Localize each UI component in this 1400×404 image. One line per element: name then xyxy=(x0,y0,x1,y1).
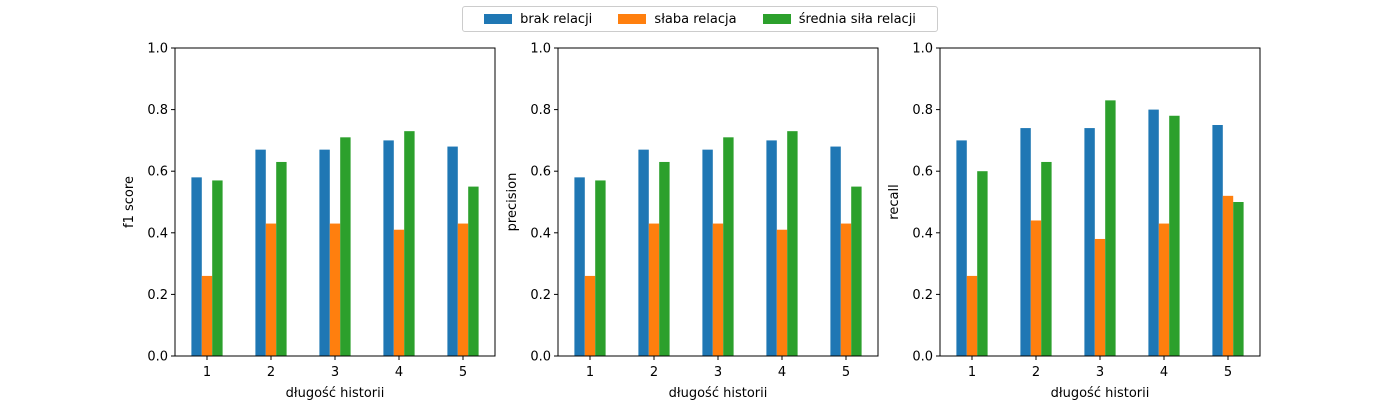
y-tick-label: 0.4 xyxy=(530,226,551,241)
y-tick-label: 0.0 xyxy=(912,350,933,365)
bar xyxy=(1222,195,1234,356)
x-axis-label: długość historii xyxy=(1051,386,1150,400)
y-tick-label: 0.2 xyxy=(530,288,551,303)
y-tick-label: 0.0 xyxy=(530,350,551,365)
x-tick-label: 2 xyxy=(650,365,658,380)
legend-label: słaba relacja xyxy=(654,11,737,27)
bar xyxy=(956,140,967,356)
bar xyxy=(840,223,852,356)
x-tick-label: 4 xyxy=(1160,365,1168,380)
x-axis-label: długość historii xyxy=(286,386,385,400)
legend-swatch-orange xyxy=(618,14,647,24)
bar xyxy=(851,186,862,356)
legend-swatch-blue xyxy=(484,14,513,24)
legend-item-brak-relacji: brak relacji xyxy=(484,12,592,27)
bar xyxy=(447,146,458,356)
bar xyxy=(712,223,724,356)
x-tick-label: 5 xyxy=(459,365,467,380)
y-axis-label: recall xyxy=(887,184,902,219)
legend-label: średnia siła relacji xyxy=(798,11,916,27)
bar xyxy=(265,223,277,356)
x-tick-label: 5 xyxy=(842,365,850,380)
bar xyxy=(977,171,988,356)
x-tick-label: 5 xyxy=(1224,365,1232,380)
bar xyxy=(276,161,287,356)
y-axis-label: precision xyxy=(505,173,520,232)
y-tick-label: 0.0 xyxy=(147,350,168,365)
subplot-3: 0.0 0.2 0.4 0.6 0.8 1.0 1 2 3 4 5 długość historii r… xyxy=(887,42,1261,401)
subplot-1: 0.0 0.2 0.4 0.6 0.8 1.0 1 2 3 4 5 długość historii f… xyxy=(122,42,496,401)
y-tick-label: 0.4 xyxy=(912,226,933,241)
y-tick-label: 0.6 xyxy=(147,165,168,180)
bar xyxy=(319,149,330,356)
bar xyxy=(1233,202,1244,356)
bar xyxy=(191,177,202,356)
x-tick-label: 1 xyxy=(203,365,211,380)
bar xyxy=(830,146,841,356)
bar xyxy=(393,229,405,356)
x-tick-label: 3 xyxy=(714,365,722,380)
bar xyxy=(766,140,777,356)
bar xyxy=(648,223,660,356)
x-tick-label: 3 xyxy=(1096,365,1104,380)
y-tick-label: 1.0 xyxy=(912,42,933,57)
y-tick-label: 0.6 xyxy=(530,165,551,180)
y-tick-label: 0.6 xyxy=(912,165,933,180)
x-tick-label: 3 xyxy=(331,365,339,380)
y-tick-label: 1.0 xyxy=(147,42,168,57)
bar xyxy=(574,177,585,356)
bar xyxy=(723,137,734,356)
legend: brak relacji słaba relacja średnia siła … xyxy=(462,6,938,32)
x-tick-label: 2 xyxy=(267,365,275,380)
bar xyxy=(329,223,341,356)
y-tick-label: 0.2 xyxy=(912,288,933,303)
y-tick-label: 0.8 xyxy=(912,103,933,118)
bar xyxy=(1105,100,1116,356)
subplot-2: 0.0 0.2 0.4 0.6 0.8 1.0 1 2 3 4 5 długość historii p… xyxy=(505,42,879,401)
y-tick-label: 0.8 xyxy=(147,103,168,118)
bar xyxy=(702,149,713,356)
bar xyxy=(383,140,394,356)
bar xyxy=(776,229,788,356)
bar xyxy=(1084,128,1095,356)
bar xyxy=(468,186,479,356)
x-tick-label: 1 xyxy=(968,365,976,380)
legend-swatch-green xyxy=(762,14,791,24)
bar xyxy=(1094,238,1106,356)
bar xyxy=(255,149,266,356)
bar xyxy=(1169,115,1180,356)
y-tick-label: 0.4 xyxy=(147,226,168,241)
bar xyxy=(340,137,351,356)
bar xyxy=(201,275,213,356)
x-tick-label: 4 xyxy=(778,365,786,380)
bar xyxy=(1148,109,1159,356)
x-axis-label: długość historii xyxy=(669,386,768,400)
bar xyxy=(595,180,606,356)
bar xyxy=(1020,128,1031,356)
bar xyxy=(457,223,469,356)
bar xyxy=(1158,223,1170,356)
bar xyxy=(404,131,415,356)
bar xyxy=(584,275,596,356)
legend-item-slaba-relacja: słaba relacja xyxy=(618,11,737,27)
bar xyxy=(638,149,649,356)
y-axis-label: f1 score xyxy=(122,176,137,228)
y-tick-label: 0.8 xyxy=(530,103,551,118)
x-tick-label: 1 xyxy=(586,365,594,380)
x-tick-label: 2 xyxy=(1032,365,1040,380)
bar xyxy=(212,180,223,356)
legend-item-srednia-sila-relacji: średnia siła relacji xyxy=(762,11,916,27)
bar xyxy=(1030,220,1042,356)
bar xyxy=(1212,125,1223,356)
legend-label: brak relacji xyxy=(520,11,593,27)
bar xyxy=(659,161,670,356)
bar xyxy=(966,275,978,356)
bar xyxy=(1041,161,1052,356)
y-tick-label: 1.0 xyxy=(530,42,551,57)
y-tick-label: 0.2 xyxy=(147,288,168,303)
x-tick-label: 4 xyxy=(395,365,403,380)
bar xyxy=(787,131,798,356)
